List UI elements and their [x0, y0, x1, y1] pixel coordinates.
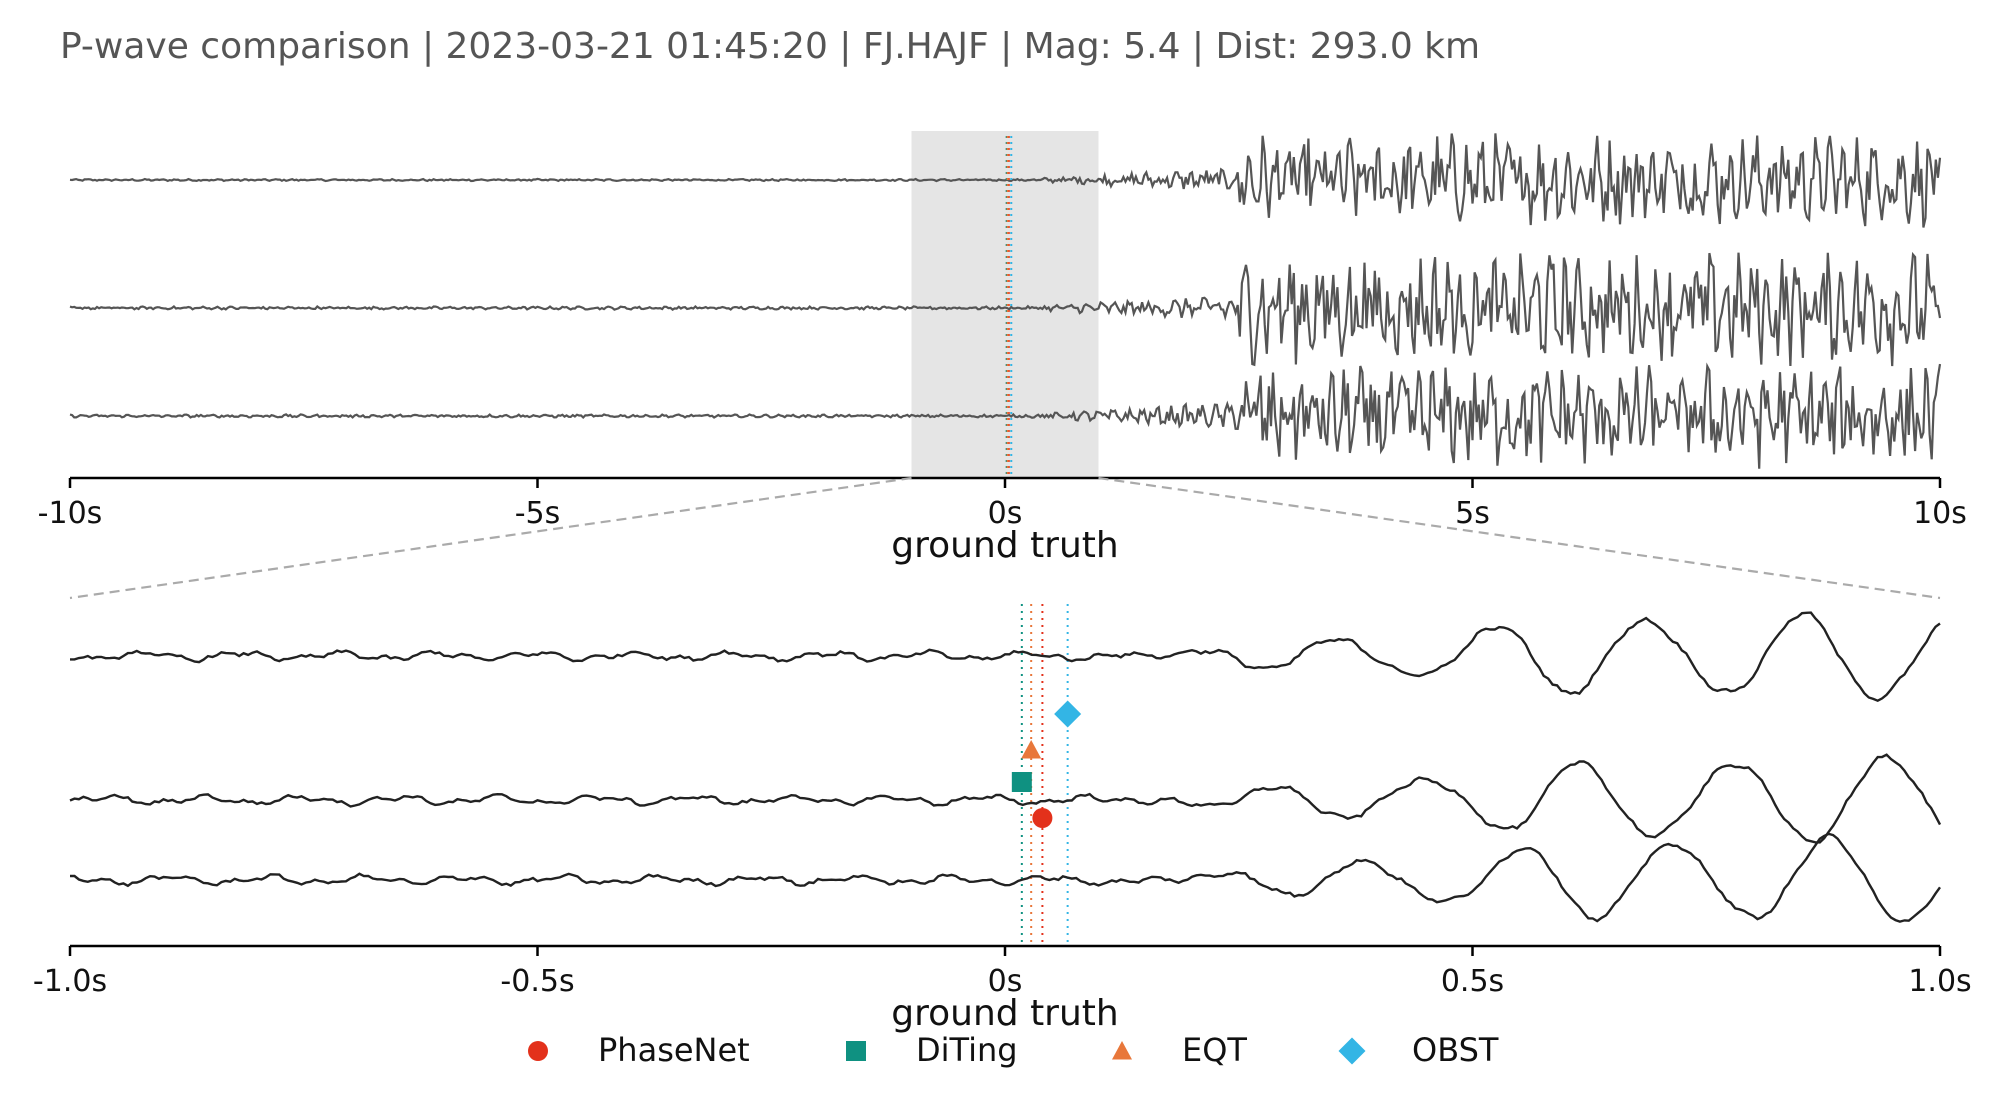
overview-trace-3 [69, 362, 1942, 469]
overview-panel: -10s -5s 0s 5s 10s ground truth [38, 131, 1967, 566]
pick-marker-eqt [1021, 740, 1042, 759]
zoom-trace-1 [70, 611, 1941, 703]
zoom-tick-label: 0s [988, 964, 1023, 999]
connector-left [69, 476, 912, 600]
overview-tick-label: -10s [38, 496, 103, 531]
connector-right [1098, 476, 1941, 600]
legend-marker-obst [1338, 1037, 1366, 1065]
zoom-panel: -1.0s -0.5s 0s 0.5s 1.0s ground truth [33, 604, 1972, 1034]
overview-tick-label: 0s [988, 496, 1023, 531]
legend-label-phasenet: PhaseNet [598, 1031, 750, 1069]
legend-label-eqt: EQT [1182, 1031, 1247, 1069]
zoom-trace-3 [70, 832, 1941, 923]
zoom-tick-label: -1.0s [33, 964, 107, 999]
pick-marker-diting [1011, 772, 1032, 792]
overview-tick-label: 10s [1913, 496, 1967, 531]
zoom-connectors [69, 476, 1941, 600]
overview-trace-1 [69, 133, 1942, 228]
zoom-tick-label: 0.5s [1441, 964, 1504, 999]
legend-label-obst: OBST [1412, 1031, 1499, 1069]
legend-marker-phasenet [528, 1041, 548, 1061]
overview-x-label: ground truth [891, 525, 1118, 566]
zoom-pick-markers [1011, 700, 1082, 828]
overview-trace-2 [69, 251, 1942, 367]
overview-tick-label: -5s [515, 496, 561, 531]
zoom-trace-2 [69, 753, 1942, 844]
chart-title: P-wave comparison | 2023-03-21 01:45:20 … [60, 26, 1480, 67]
overview-x-ticks: -10s -5s 0s 5s 10s [38, 478, 1967, 531]
highlight-window [911, 131, 1099, 478]
pick-marker-obst [1054, 700, 1082, 728]
zoom-tick-label: 1.0s [1908, 964, 1971, 999]
overview-tick-label: 5s [1455, 496, 1490, 531]
legend-label-diting: DiTing [916, 1031, 1018, 1069]
legend: PhaseNet DiTing EQT OBST [528, 1031, 1499, 1069]
overview-traces [69, 133, 1942, 469]
legend-marker-eqt [1112, 1041, 1132, 1060]
zoom-x-label: ground truth [891, 993, 1118, 1034]
zoom-tick-label: -0.5s [500, 964, 574, 999]
zoom-traces [69, 611, 1942, 923]
pick-marker-phasenet [1032, 808, 1053, 828]
zoom-x-ticks: -1.0s -0.5s 0s 0.5s 1.0s [33, 946, 1972, 999]
legend-marker-diting [846, 1041, 866, 1061]
